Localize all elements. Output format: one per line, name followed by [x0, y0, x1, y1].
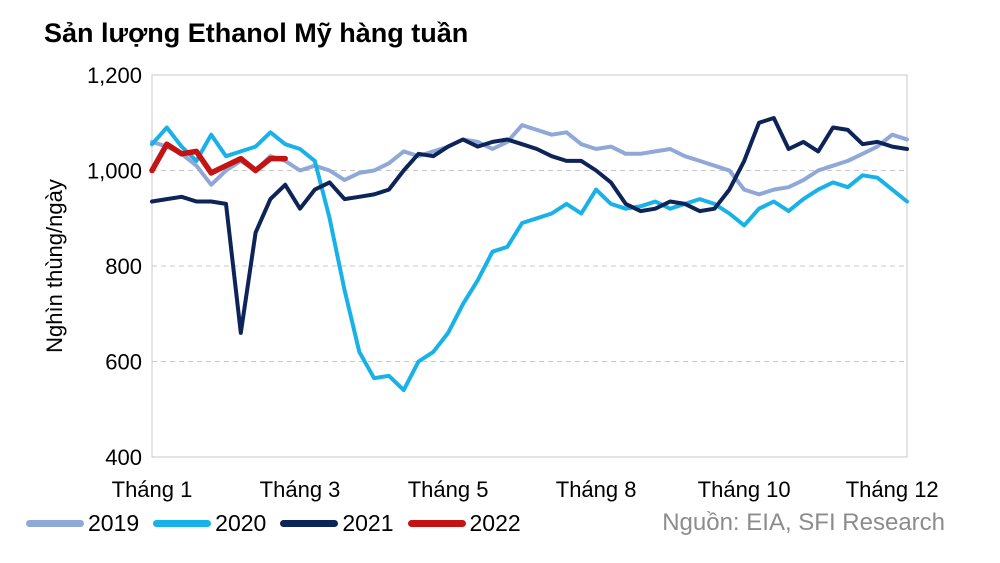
x-tick-label: Tháng 12 — [846, 477, 939, 502]
legend-label: 2020 — [215, 509, 267, 536]
legend-label: 2021 — [342, 509, 394, 536]
series-lines — [149, 116, 909, 393]
legend-item-2022: 2022 — [407, 509, 521, 537]
legend-item-2021: 2021 — [280, 509, 394, 537]
source-note: Nguồn: EIA, SFI Research — [662, 509, 945, 536]
legend: 2019 2020 2021 2022 — [26, 508, 535, 538]
grid-lines — [152, 170, 907, 362]
x-tick-label: Tháng 10 — [698, 477, 791, 502]
x-axis-ticks: Tháng 1 Tháng 3 Tháng 5 Tháng 8 Tháng 10 Thán… — [112, 477, 939, 502]
legend-item-2019: 2019 — [26, 510, 139, 537]
y-tick-label: 600 — [105, 350, 142, 375]
legend-swatch — [407, 519, 466, 527]
y-tick-label: 800 — [105, 254, 142, 279]
y-tick-label: 1,200 — [87, 63, 142, 88]
series-line-2022 — [149, 141, 288, 176]
legend-label: 2022 — [469, 509, 521, 536]
y-tick-label: 1,000 — [87, 159, 142, 184]
legend-item-2020: 2020 — [153, 510, 266, 537]
legend-label: 2019 — [88, 509, 140, 536]
x-tick-label: Tháng 1 — [112, 477, 193, 502]
x-tick-label: Tháng 5 — [408, 477, 489, 502]
chart-title: Sản lượng Ethanol Mỹ hàng tuần — [44, 18, 469, 48]
x-tick-label: Tháng 8 — [556, 477, 637, 502]
legend-swatch — [26, 519, 84, 527]
y-axis-ticks: 400 600 800 1,000 1,200 — [87, 63, 142, 470]
series-line-2021 — [150, 116, 909, 335]
legend-swatch — [153, 519, 212, 527]
series-line-2020 — [150, 125, 909, 393]
y-axis-label: Nghìn thùng/ngày — [42, 179, 67, 353]
x-tick-label: Tháng 3 — [260, 477, 341, 502]
y-tick-label: 400 — [105, 445, 142, 470]
legend-swatch — [280, 519, 339, 527]
